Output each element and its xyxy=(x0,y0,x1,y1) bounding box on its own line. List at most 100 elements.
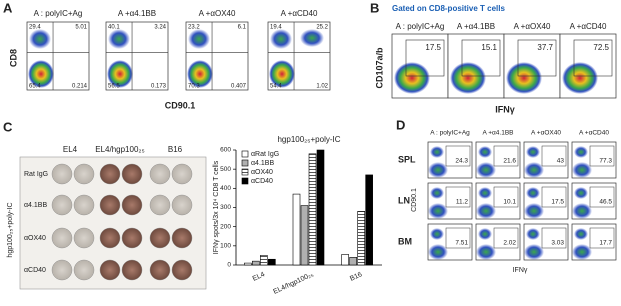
chart-title: hgp100₂₅+poly-IC xyxy=(277,135,340,144)
quadrant-value: 40.1 xyxy=(108,25,120,31)
gate xyxy=(445,227,471,249)
gate-value: 17.7 xyxy=(599,240,612,247)
quadrant-value: 19.4 xyxy=(270,25,282,31)
y-tick-label: 100 xyxy=(220,243,231,250)
plot-title: A +α4.1BB xyxy=(482,130,513,137)
row-label: LN xyxy=(398,195,410,205)
well xyxy=(51,163,73,185)
row-label: αCD40 xyxy=(24,267,46,274)
well xyxy=(121,259,143,281)
well xyxy=(149,194,171,216)
cell-cloud xyxy=(107,60,133,88)
y-tick-label: 300 xyxy=(220,204,231,211)
cell-cloud xyxy=(430,187,444,199)
cell-cloud xyxy=(526,228,540,240)
cell-cloud xyxy=(187,60,213,88)
quadrant-value: 1.02 xyxy=(316,84,328,90)
gate-value: 37.7 xyxy=(537,43,553,52)
cell-cloud xyxy=(478,187,492,199)
cell-cloud xyxy=(428,203,448,219)
well xyxy=(149,163,171,185)
quadrant-value: 23.2 xyxy=(188,25,200,31)
cell-cloud xyxy=(572,203,592,219)
cell-cloud xyxy=(476,162,496,178)
cell-cloud xyxy=(524,162,544,178)
cell-cloud xyxy=(574,146,588,158)
gate xyxy=(573,39,613,77)
bar xyxy=(365,174,373,266)
quadrant-value: 5.01 xyxy=(75,25,87,31)
cell-cloud xyxy=(572,244,592,260)
y-tick-label: 500 xyxy=(220,166,231,173)
gate xyxy=(541,145,567,167)
cell-cloud xyxy=(572,162,592,178)
cell-cloud xyxy=(562,62,598,94)
plot-title: A +αCD40 xyxy=(281,9,318,18)
well xyxy=(99,163,121,185)
gate-value: 3.03 xyxy=(551,240,564,247)
row-label: αOX40 xyxy=(24,235,46,242)
cell-cloud xyxy=(394,62,430,94)
bar xyxy=(244,262,252,266)
cell-cloud xyxy=(430,146,444,158)
cell-cloud xyxy=(478,228,492,240)
cell-cloud xyxy=(300,29,324,47)
quadrant-value: 25.2 xyxy=(316,25,328,31)
gate xyxy=(541,186,567,208)
row-label: SPL xyxy=(398,154,416,164)
plot-title: A : polyIC+Ag xyxy=(430,130,470,137)
axis-label: IFNγ spots/3x 10⁴ CD8 T cells xyxy=(213,160,220,254)
gate-value: 7.51 xyxy=(455,240,468,247)
well xyxy=(73,259,95,281)
y-tick-label: 200 xyxy=(220,223,231,230)
cell-cloud xyxy=(450,62,486,94)
axis-label: CD90.1 xyxy=(165,100,196,110)
well xyxy=(51,194,73,216)
well xyxy=(149,227,171,249)
well xyxy=(99,227,121,249)
cell-cloud xyxy=(524,244,544,260)
well xyxy=(171,194,193,216)
axis-label: IFNγ xyxy=(513,267,528,274)
bar xyxy=(260,255,268,266)
axis-label: CD107a/b xyxy=(374,47,384,89)
bar xyxy=(349,257,357,266)
well xyxy=(51,259,73,281)
well xyxy=(73,194,95,216)
cell-cloud xyxy=(476,244,496,260)
x-tick-label: EL4/hgp100₂₅ xyxy=(272,271,314,296)
bar xyxy=(357,211,365,266)
cell-cloud xyxy=(476,203,496,219)
column-header: EL4 xyxy=(63,145,78,154)
gate xyxy=(493,145,519,167)
x-tick-label: EL4 xyxy=(252,271,266,283)
well xyxy=(171,163,193,185)
gate xyxy=(541,227,567,249)
plot-title: A +αOX40 xyxy=(531,130,561,137)
gate xyxy=(589,186,615,208)
legend-label: αOX40 xyxy=(251,169,273,176)
quadrant-value: 56.5 xyxy=(108,84,120,90)
side-label: hgp100₂₅+poly-IC xyxy=(7,202,14,257)
panel-label: B xyxy=(370,0,379,15)
quadrant-value: 6.1 xyxy=(238,25,247,31)
well xyxy=(73,227,95,249)
legend-swatch xyxy=(241,150,249,158)
gate xyxy=(405,39,445,77)
gate-value: 43 xyxy=(557,158,565,165)
bar xyxy=(316,149,325,266)
gate xyxy=(461,39,501,77)
bar xyxy=(252,260,260,266)
plot-title: A +α4.1BB xyxy=(118,9,156,18)
subtitle: Gated on CD8-positive T cells xyxy=(392,4,505,13)
cell-cloud xyxy=(506,62,542,94)
cell-cloud xyxy=(269,60,295,88)
well xyxy=(51,227,73,249)
bar xyxy=(292,193,301,266)
gate-value: 24.3 xyxy=(455,158,468,165)
gate-value: 2.02 xyxy=(503,240,516,247)
well xyxy=(171,259,193,281)
cell-cloud xyxy=(108,29,130,49)
panel-label: A xyxy=(3,0,13,15)
bar xyxy=(308,153,317,266)
